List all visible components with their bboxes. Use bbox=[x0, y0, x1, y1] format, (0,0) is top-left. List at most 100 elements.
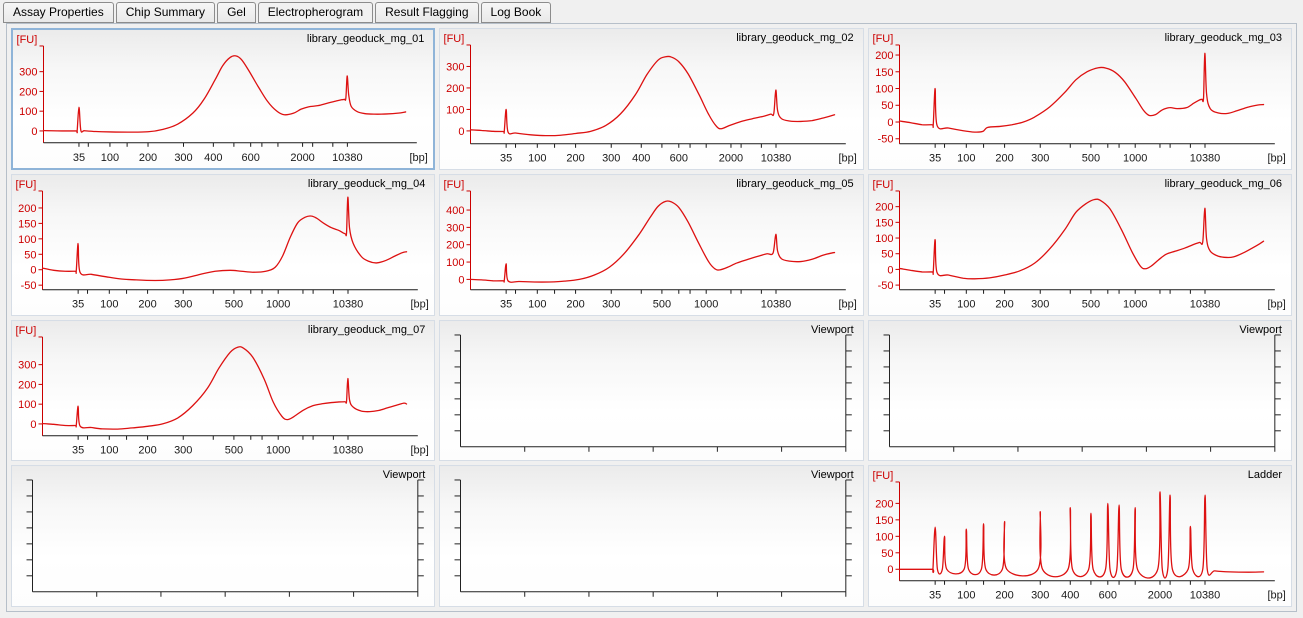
y-tick-label: 100 bbox=[18, 399, 36, 411]
x-tick-label: 500 bbox=[225, 299, 243, 311]
y-tick-label: 200 bbox=[18, 379, 36, 391]
plot-canvas: 0 100 200 300 [FU] 35 100 200 300 500 1000 10380 [bp… bbox=[16, 324, 429, 456]
x-tick-label: 500 bbox=[225, 444, 243, 456]
y-tick-label: 150 bbox=[875, 67, 893, 79]
y-tick-label: 0 bbox=[459, 274, 465, 286]
y-tick-label: 50 bbox=[24, 249, 36, 261]
panel-title: library_geoduck_mg_02 bbox=[736, 32, 854, 44]
electropherogram-panel-library-geoduck-mg-04[interactable]: library_geoduck_mg_04 -50 0 50 100 150 200 [FU]… bbox=[11, 173, 436, 316]
tab-gel[interactable]: Gel bbox=[217, 2, 256, 23]
y-axis-unit-label: [FU] bbox=[444, 179, 465, 191]
viewport-panel[interactable]: Viewport bbox=[439, 319, 864, 462]
y-axis-unit-label: [FU] bbox=[16, 324, 37, 336]
y-tick-label: 300 bbox=[447, 61, 465, 73]
y-tick-label: 50 bbox=[881, 100, 893, 112]
electropherogram-trace bbox=[898, 198, 1264, 280]
y-tick-label: 200 bbox=[447, 83, 465, 95]
panel-title: library_geoduck_mg_07 bbox=[307, 323, 426, 336]
tab-log-book[interactable]: Log Book bbox=[480, 2, 552, 23]
viewport-panel[interactable]: Viewport bbox=[439, 465, 864, 607]
y-tick-label: 0 bbox=[459, 126, 465, 138]
x-tick-label: 100 bbox=[528, 299, 546, 311]
electropherogram-panel-library-geoduck-mg-05[interactable]: library_geoduck_mg_05 0 100 200 300 400 [FU] 35… bbox=[439, 173, 864, 316]
x-tick-label: 35 bbox=[500, 153, 512, 165]
x-tick-label: 100 bbox=[100, 444, 118, 456]
tab-electropherogram[interactable]: Electropherogram bbox=[257, 2, 374, 23]
electropherogram-panel-library-geoduck-mg-02[interactable]: library_geoduck_mg_02 0 100 200 300 [FU] 35 100… bbox=[439, 28, 864, 170]
x-tick-label: 400 bbox=[632, 153, 650, 165]
electropherogram-trace bbox=[470, 200, 836, 283]
y-axis-unit-label: [FU] bbox=[872, 470, 893, 482]
x-tick-label: 10380 bbox=[1189, 299, 1220, 311]
viewport-panel[interactable]: Viewport bbox=[867, 319, 1292, 462]
panel-grid: library_geoduck_mg_01 0 100 200 300 [FU] 35 100… bbox=[7, 24, 1296, 611]
x-tick-label: 200 bbox=[995, 299, 1013, 311]
electropherogram-panel-ladder[interactable]: Ladder 0 50 100 150 200 [FU] 35 100 200 300 400 600 2… bbox=[867, 465, 1292, 607]
y-tick-label: 0 bbox=[887, 264, 893, 276]
x-tick-label: 100 bbox=[100, 299, 118, 311]
x-tick-label: 1000 bbox=[1123, 153, 1147, 165]
electropherogram-panel-library-geoduck-mg-06[interactable]: library_geoduck_mg_06 -50 0 50 100 150 200 [FU]… bbox=[867, 173, 1292, 316]
electropherogram-trace bbox=[898, 52, 1264, 133]
x-tick-label: 200 bbox=[567, 299, 585, 311]
x-tick-label: 2000 bbox=[290, 152, 314, 164]
y-tick-label: 200 bbox=[875, 201, 893, 213]
tab-assay-properties[interactable]: Assay Properties bbox=[3, 2, 114, 23]
y-axis-unit-label: [FU] bbox=[872, 33, 893, 45]
electropherogram-panel-library-geoduck-mg-07[interactable]: library_geoduck_mg_07 0 100 200 300 [FU] 35 100… bbox=[11, 319, 436, 462]
y-tick-label: 100 bbox=[447, 257, 465, 269]
y-tick-label: 100 bbox=[19, 106, 37, 118]
x-tick-label: 100 bbox=[957, 590, 975, 602]
panel-title: library_geoduck_mg_01 bbox=[306, 33, 425, 45]
x-tick-label: 500 bbox=[1081, 153, 1099, 165]
x-tick-label: 2000 bbox=[1147, 590, 1171, 602]
plot-canvas: 0 100 200 300 [FU] 35 100 200 300 400 600 2000 10380… bbox=[444, 33, 857, 165]
electropherogram-pane: library_geoduck_mg_01 0 100 200 300 [FU] 35 100… bbox=[6, 23, 1297, 612]
x-tick-label: 400 bbox=[204, 152, 222, 164]
x-axis-unit-label: [bp] bbox=[1267, 299, 1285, 311]
x-tick-label: 10380 bbox=[1189, 590, 1220, 602]
x-tick-label: 300 bbox=[174, 299, 192, 311]
x-tick-label: 100 bbox=[957, 299, 975, 311]
x-tick-label: 100 bbox=[101, 152, 119, 164]
y-tick-label: 50 bbox=[881, 548, 893, 560]
x-tick-label: 1000 bbox=[1123, 299, 1147, 311]
x-tick-label: 35 bbox=[500, 299, 512, 311]
y-axis-unit-label: [FU] bbox=[872, 179, 893, 191]
x-tick-label: 10380 bbox=[333, 444, 364, 456]
y-tick-label: 100 bbox=[875, 84, 893, 96]
electropherogram-trace bbox=[41, 345, 408, 430]
tab-chip-summary[interactable]: Chip Summary bbox=[115, 2, 216, 23]
electropherogram-panel-library-geoduck-mg-03[interactable]: library_geoduck_mg_03 -50 0 50 100 150 200 [FU]… bbox=[867, 28, 1292, 170]
x-tick-label: 300 bbox=[1031, 590, 1049, 602]
y-tick-label: 150 bbox=[18, 218, 36, 230]
y-tick-label: 200 bbox=[19, 86, 37, 98]
x-tick-label: 35 bbox=[72, 299, 84, 311]
plot-canvas: -50 0 50 100 150 200 [FU] 35 100 200 300 500 1000 103… bbox=[872, 179, 1285, 311]
x-tick-label: 200 bbox=[567, 153, 585, 165]
electropherogram-trace bbox=[470, 55, 836, 137]
x-axis-unit-label: [bp] bbox=[839, 299, 857, 311]
panel-title: Ladder bbox=[1247, 469, 1282, 482]
x-tick-label: 10380 bbox=[761, 299, 792, 311]
x-tick-label: 300 bbox=[602, 153, 620, 165]
x-tick-label: 10380 bbox=[761, 153, 792, 165]
x-axis-unit-label: [bp] bbox=[409, 152, 427, 164]
tab-result-flagging[interactable]: Result Flagging bbox=[375, 2, 479, 23]
panel-title: Viewport bbox=[811, 323, 854, 336]
x-tick-label: 100 bbox=[957, 153, 975, 165]
x-tick-label: 100 bbox=[528, 153, 546, 165]
x-tick-label: 600 bbox=[670, 153, 688, 165]
y-tick-label: 150 bbox=[875, 515, 893, 527]
viewport-panel[interactable]: Viewport bbox=[11, 465, 436, 607]
electropherogram-trace bbox=[41, 196, 408, 281]
electropherogram-panel-library-geoduck-mg-01[interactable]: library_geoduck_mg_01 0 100 200 300 [FU] 35 100… bbox=[11, 28, 436, 170]
x-tick-label: 600 bbox=[1098, 590, 1116, 602]
x-tick-label: 400 bbox=[1061, 590, 1079, 602]
y-tick-label: -50 bbox=[877, 280, 893, 292]
y-axis-unit-label: [FU] bbox=[16, 179, 37, 191]
x-tick-label: 200 bbox=[995, 590, 1013, 602]
x-tick-label: 300 bbox=[1031, 153, 1049, 165]
y-tick-label: 200 bbox=[875, 50, 893, 62]
y-tick-label: 0 bbox=[30, 418, 36, 430]
